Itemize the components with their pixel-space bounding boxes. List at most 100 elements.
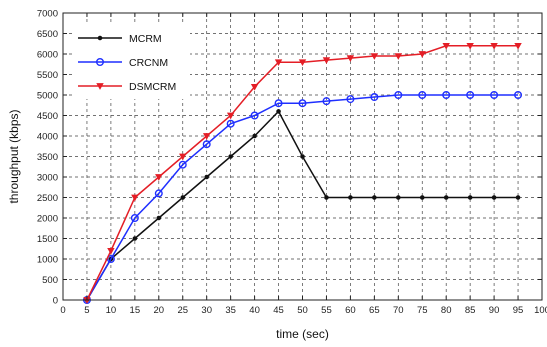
- data-point-dsmcrm: [131, 194, 139, 202]
- y-tick-label: 7000: [37, 9, 58, 20]
- data-point-mcrm: [348, 195, 353, 200]
- data-point-crcnm: [394, 90, 403, 99]
- data-point-dsmcrm: [202, 133, 211, 140]
- data-point-mcrm: [132, 236, 138, 241]
- data-point-mcrm: [491, 195, 497, 200]
- data-point-legend-dsmcrm: [96, 83, 104, 90]
- x-tick-label: 20: [154, 305, 165, 316]
- data-point-mcrm: [252, 133, 257, 139]
- legend-label-mcrm: MCRM: [129, 33, 162, 45]
- data-point-mcrm: [372, 195, 377, 200]
- data-point-dsmcrm: [514, 42, 522, 50]
- y-tick-label: 1500: [37, 234, 58, 245]
- data-point-crcnm: [514, 90, 523, 99]
- legend-item-mcrm: MCRM: [78, 33, 162, 45]
- data-point-crcnm: [490, 90, 499, 99]
- x-tick-label: 60: [345, 305, 356, 316]
- data-point-dsmcrm: [155, 174, 163, 181]
- x-tick-label: 30: [201, 305, 212, 316]
- data-point-dsmcrm: [226, 112, 235, 120]
- data-point-mcrm: [204, 174, 209, 180]
- y-tick-label: 500: [42, 275, 58, 286]
- x-tick-label: 85: [465, 305, 476, 316]
- y-tick-label: 1000: [37, 255, 58, 266]
- x-tick-label: 70: [393, 305, 404, 316]
- data-point-mcrm: [515, 195, 521, 200]
- data-point-dsmcrm: [274, 59, 283, 67]
- data-point-dsmcrm: [179, 153, 187, 161]
- series-line-crcnm: [86, 94, 519, 301]
- data-point-dsmcrm: [298, 59, 307, 67]
- x-tick-label: 10: [106, 305, 117, 316]
- y-tick-label: 6500: [37, 29, 58, 40]
- data-point-crcnm: [466, 90, 475, 99]
- x-tick-label: 15: [130, 305, 141, 316]
- axes: 0 5 10 15 20 25 30 35 40 45 50 55 60 65 70 75 80 85 90 95 10…: [37, 9, 547, 317]
- data-point-crcnm: [418, 90, 427, 99]
- data-point-dsmcrm: [250, 83, 259, 91]
- data-point-crcnm: [154, 189, 163, 198]
- series-dsmcrm: [83, 42, 522, 304]
- series-lines: [82, 42, 523, 305]
- data-point-mcrm: [228, 154, 233, 159]
- data-point-dsmcrm: [466, 42, 474, 50]
- data-point-crcnm: [178, 160, 187, 169]
- x-tick-label: 95: [513, 305, 524, 316]
- data-point-mcrm: [467, 195, 473, 200]
- legend-item-crcnm: CRCNM: [78, 57, 168, 69]
- data-point-dsmcrm: [394, 53, 403, 60]
- x-tick-label: 40: [249, 305, 260, 316]
- x-tick-label: 50: [297, 305, 308, 316]
- data-point-crcnm: [322, 97, 331, 106]
- data-point-crcnm: [202, 140, 211, 149]
- y-axis-label: throughput (kbps): [7, 109, 21, 203]
- data-point-dsmcrm: [322, 57, 331, 64]
- data-point-mcrm: [419, 195, 425, 200]
- data-point-legend-crcnm: [95, 58, 104, 67]
- data-point-dsmcrm: [370, 53, 379, 60]
- data-point-mcrm: [324, 195, 329, 200]
- data-point-dsmcrm: [346, 55, 355, 62]
- x-axis-label: time (sec): [276, 327, 329, 341]
- data-point-crcnm: [346, 95, 355, 104]
- data-point-crcnm: [250, 111, 259, 120]
- data-point-crcnm: [370, 93, 379, 102]
- data-point-mcrm: [180, 195, 186, 200]
- legend-item-dsmcrm: DSMCRM: [78, 81, 176, 93]
- data-point-dsmcrm: [442, 42, 450, 50]
- y-tick-label: 4000: [37, 132, 58, 143]
- x-tick-label: 75: [417, 305, 428, 316]
- data-point-dsmcrm: [490, 42, 498, 50]
- y-tick-label: 4500: [37, 111, 58, 122]
- data-point-mcrm: [443, 195, 449, 200]
- x-tick-label: 0: [60, 305, 65, 316]
- y-tick-label: 3500: [37, 152, 58, 163]
- data-point-dsmcrm: [418, 51, 426, 58]
- series-crcnm: [82, 90, 523, 305]
- x-tick-label: 100: [534, 305, 547, 316]
- data-point-crcnm: [130, 213, 139, 222]
- legend-label-dsmcrm: DSMCRM: [129, 81, 176, 93]
- x-tick-label: 90: [489, 305, 500, 316]
- data-point-dsmcrm: [107, 247, 115, 255]
- data-point-mcrm: [156, 215, 162, 221]
- x-tick-label: 25: [177, 305, 188, 316]
- x-tick-label: 35: [225, 305, 236, 316]
- y-tick-label: 6000: [37, 50, 58, 61]
- data-point-crcnm: [274, 99, 283, 108]
- y-tick-label: 0: [53, 296, 58, 307]
- legend-label-crcnm: CRCNM: [129, 57, 168, 69]
- data-point-crcnm: [226, 119, 235, 128]
- data-point-mcrm: [300, 154, 305, 159]
- x-tick-label: 80: [441, 305, 452, 316]
- x-tick-label: 5: [84, 305, 89, 316]
- x-tick-label: 45: [273, 305, 284, 316]
- x-tick-label: 55: [321, 305, 332, 316]
- y-tick-label: 2500: [37, 193, 58, 204]
- y-tick-label: 3000: [37, 173, 58, 184]
- data-point-mcrm: [276, 109, 281, 114]
- legend: MCRM CRCNM DSMCRM: [72, 23, 190, 99]
- data-point-crcnm: [298, 99, 307, 108]
